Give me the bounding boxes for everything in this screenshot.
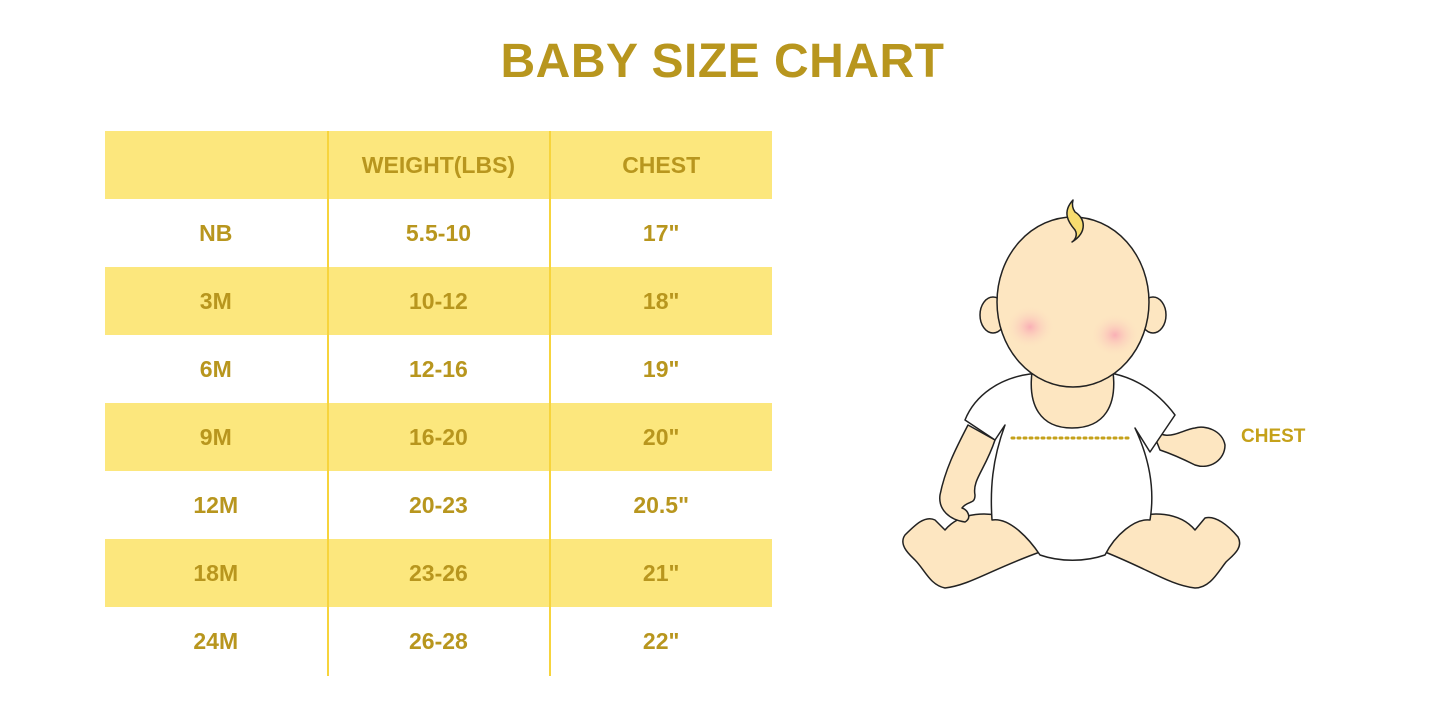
chest-label: CHEST [1241,426,1306,447]
cell-weight: 10-12 [326,267,550,335]
right-arm [1149,424,1226,467]
cell-size: 9M [105,403,328,471]
cell-chest: 18" [549,267,772,335]
table-row: 3M 10-12 18" [105,267,772,335]
column-divider [327,131,329,676]
left-arm [939,424,996,523]
header-chest: CHEST [549,131,772,199]
neck [1030,371,1115,429]
cell-weight: 16-20 [326,403,550,471]
cell-chest: 20.5" [549,471,772,539]
hair-curl [1066,199,1084,243]
cell-size: 18M [105,539,328,607]
table-header-row: WEIGHT(LBS) CHEST [105,131,772,199]
page-title: BABY SIZE CHART [500,35,945,88]
left-leg [902,513,1041,589]
cell-weight: 5.5-10 [326,199,550,267]
table-row: 24M 26-28 22" [105,607,772,675]
column-divider [549,131,551,676]
right-blush [1090,313,1140,357]
cell-chest: 21" [549,539,772,607]
table-row: 9M 16-20 20" [105,403,772,471]
head [996,216,1150,388]
cell-weight: 26-28 [326,607,550,675]
cell-weight: 23-26 [326,539,550,607]
cell-chest: 17" [549,199,772,267]
onesie [964,373,1176,561]
cell-weight: 12-16 [326,335,550,403]
cell-weight: 20-23 [326,471,550,539]
cell-size: 6M [199,355,232,382]
cell-size: 24M [193,627,239,654]
header-size [105,131,328,199]
cell-size: 12M [193,491,239,518]
cell-chest: 22" [549,607,772,675]
table-row: NB 5.5-10 17" [105,199,772,267]
left-blush [1005,305,1055,349]
header-weight: WEIGHT(LBS) [326,131,550,199]
cell-size: NB [199,219,233,246]
cell-size: 3M [105,267,328,335]
table-row: 12M 20-23 20.5" [105,471,772,539]
size-table: WEIGHT(LBS) CHEST NB 5.5-10 17" 3M 10-12 18"… [105,131,772,675]
cell-chest: 20" [549,403,772,471]
right-leg [1104,513,1241,589]
table-row: 18M 23-26 21" [105,539,772,607]
